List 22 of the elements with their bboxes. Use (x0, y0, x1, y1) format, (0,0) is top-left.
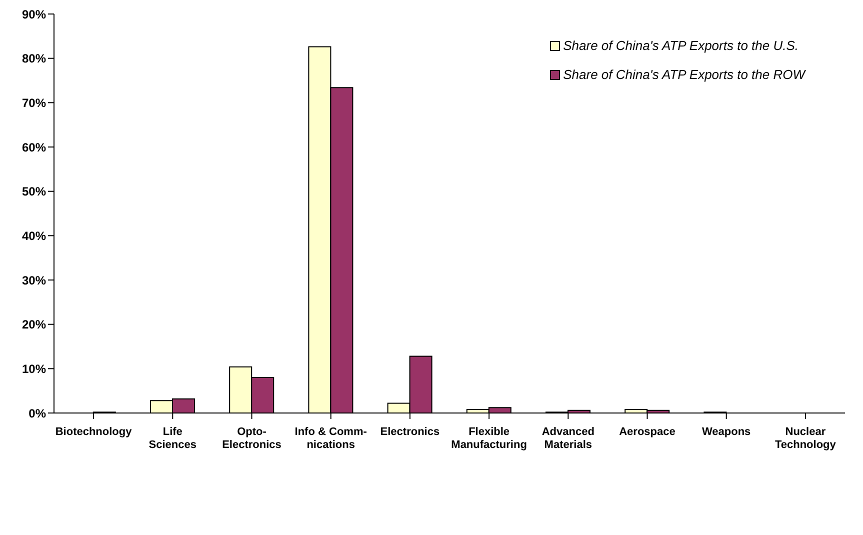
y-tick-label: 0% (28, 406, 46, 420)
y-tick-label: 30% (22, 273, 46, 288)
x-tick-label: Aerospace (619, 426, 676, 438)
y-tick-label: 10% (22, 362, 46, 376)
y-tick-label: 70% (22, 96, 46, 110)
x-tick-label: Biotechnology (55, 426, 133, 438)
x-tick-label: Nuclear Technology (774, 426, 837, 451)
y-tick-label: 20% (22, 318, 46, 332)
x-tick-label: Electronics (380, 426, 440, 438)
x-tick-label: Advanced Materials (542, 426, 594, 451)
x-tick-label: Life Sciences (148, 426, 196, 451)
y-tick-label: 40% (22, 228, 46, 243)
y-tick-label: 50% (22, 184, 46, 199)
legend-label: Share of China's ATP Exports to the ROW (563, 67, 805, 82)
y-tick-label: 80% (22, 52, 46, 66)
x-tick-label: Info & Comm- nications (294, 426, 368, 451)
y-tick-label: 90% (22, 7, 46, 22)
x-tick-label: Weapons (702, 426, 751, 438)
y-tick-label: 60% (22, 140, 46, 154)
x-tick-label: Flexible Manufacturing (451, 426, 527, 451)
x-tick-label: Opto- Electronics (222, 426, 282, 451)
legend-label: Share of China's ATP Exports to the U.S. (563, 38, 799, 53)
